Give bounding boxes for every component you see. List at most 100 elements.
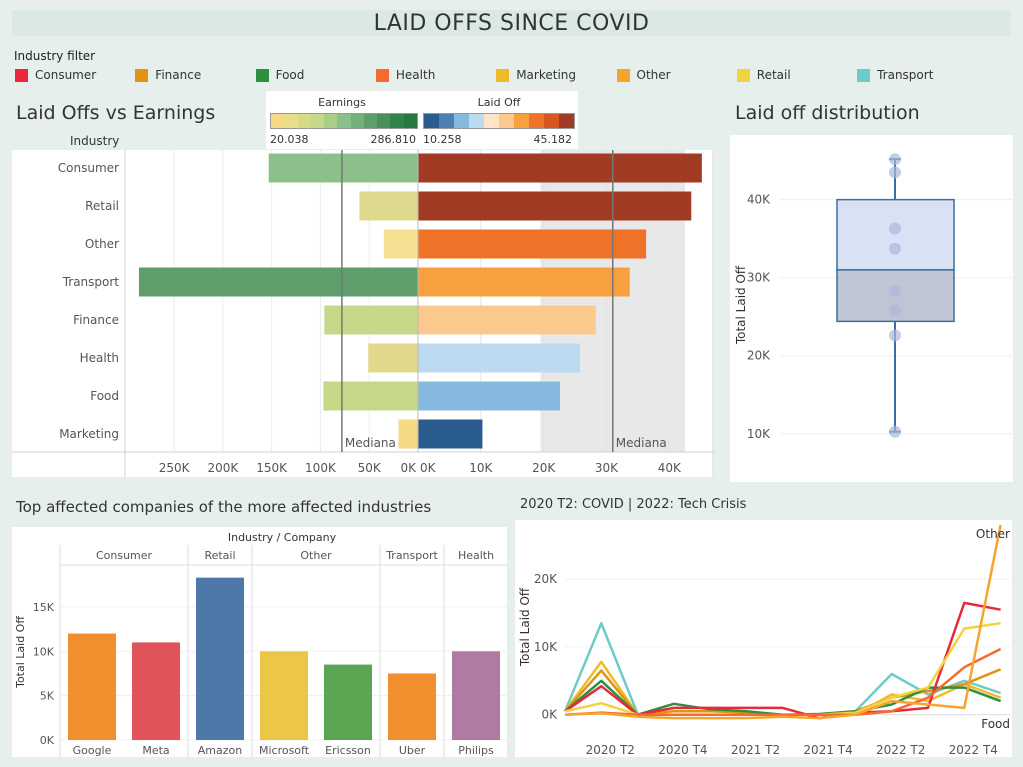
earnings-legend-title: Earnings bbox=[266, 96, 418, 109]
earnings-ramp-step bbox=[364, 114, 377, 128]
companies-tick-label: 0K bbox=[40, 734, 55, 747]
laidoff-bar bbox=[418, 268, 630, 297]
filter-item-food[interactable]: Food bbox=[256, 68, 305, 82]
earnings-tick-label: 100K bbox=[305, 461, 337, 475]
earnings-bar bbox=[324, 306, 418, 335]
industry-group-label: Other bbox=[300, 549, 332, 562]
earnings-legend-min: 20.038 bbox=[270, 133, 309, 146]
earnings-ramp-step bbox=[377, 114, 390, 128]
boxplot-point bbox=[889, 329, 901, 341]
industry-label: Health bbox=[80, 351, 119, 365]
company-bar bbox=[68, 634, 116, 740]
company-label: Ericsson bbox=[325, 744, 371, 757]
companies-chart-title: Top affected companies of the more affec… bbox=[16, 498, 431, 516]
filter-item-other[interactable]: Other bbox=[617, 68, 671, 82]
company-label: Meta bbox=[142, 744, 169, 757]
filter-item-health[interactable]: Health bbox=[376, 68, 435, 82]
filter-label: Transport bbox=[877, 68, 933, 82]
filter-label: Retail bbox=[757, 68, 791, 82]
filter-item-marketing[interactable]: Marketing bbox=[496, 68, 576, 82]
boxplot-tick-label: 40K bbox=[747, 193, 771, 207]
laidoff-ramp-step bbox=[544, 114, 559, 128]
boxplot-point bbox=[889, 153, 901, 165]
filter-label: Finance bbox=[155, 68, 201, 82]
filter-swatch bbox=[256, 69, 269, 82]
filter-item-consumer[interactable]: Consumer bbox=[15, 68, 96, 82]
filter-swatch bbox=[857, 69, 870, 82]
timeline-x-tick-label: 2020 T4 bbox=[658, 743, 707, 757]
laidoff-bar bbox=[418, 420, 482, 449]
earnings-bar bbox=[384, 230, 418, 259]
boxplot-point bbox=[889, 166, 901, 178]
earnings-bar bbox=[139, 268, 418, 297]
industry-label: Food bbox=[90, 389, 119, 403]
boxplot-point bbox=[889, 223, 901, 235]
laidoff-ramp-step bbox=[559, 114, 574, 128]
earnings-tick-label: 50K bbox=[358, 461, 382, 475]
laidoff-bar bbox=[418, 230, 646, 259]
earnings-ramp-step bbox=[311, 114, 324, 128]
boxplot-point bbox=[889, 426, 901, 438]
company-bar bbox=[324, 665, 372, 740]
laidoff-tick-label: 20K bbox=[532, 461, 556, 475]
timeline-line-transport bbox=[565, 623, 1001, 715]
timeline-x-tick-label: 2021 T2 bbox=[731, 743, 780, 757]
boxplot-chart: 10K 20K 30K 40K Total Laid Off bbox=[730, 135, 1013, 482]
companies-tick-label: 15K bbox=[33, 601, 55, 614]
laidoff-legend-title: Laid Off bbox=[422, 96, 576, 109]
laidoff-bar bbox=[418, 154, 702, 183]
filter-label: Food bbox=[276, 68, 305, 82]
timeline-x-tick-label: 2020 T2 bbox=[586, 743, 635, 757]
industry-label: Marketing bbox=[59, 427, 119, 441]
filter-item-transport[interactable]: Transport bbox=[857, 68, 933, 82]
laidoff-ramp-step bbox=[424, 114, 439, 128]
filter-label: Consumer bbox=[35, 68, 96, 82]
earnings-ramp-step bbox=[351, 114, 364, 128]
company-bar bbox=[260, 651, 308, 740]
laidoff-legend-max: 45.182 bbox=[502, 133, 572, 146]
laidoff-color-ramp bbox=[423, 113, 575, 129]
timeline-x-tick-label: 2021 T4 bbox=[803, 743, 852, 757]
laidoff-ramp-step bbox=[499, 114, 514, 128]
boxplot-tick-label: 10K bbox=[747, 427, 771, 441]
earnings-color-ramp bbox=[270, 113, 418, 129]
company-bar bbox=[388, 673, 436, 740]
earnings-ramp-step bbox=[390, 114, 403, 128]
company-label: Google bbox=[73, 744, 112, 757]
earnings-ramp-step bbox=[337, 114, 350, 128]
company-bar bbox=[132, 642, 180, 740]
industry-column-header: Industry bbox=[70, 134, 119, 148]
company-bar bbox=[196, 578, 244, 740]
boxplot-point bbox=[889, 304, 901, 316]
filter-label: Marketing bbox=[516, 68, 576, 82]
filter-swatch bbox=[135, 69, 148, 82]
industry-label: Finance bbox=[73, 313, 119, 327]
filter-item-finance[interactable]: Finance bbox=[135, 68, 201, 82]
industry-filter-title: Industry filter bbox=[14, 49, 95, 63]
company-label: Microsoft bbox=[259, 744, 310, 757]
earnings-legend-max: 286.810 bbox=[346, 133, 416, 146]
laidoff-ramp-step bbox=[514, 114, 529, 128]
boxplot-y-label: Total Laid Off bbox=[734, 265, 748, 345]
company-label: Amazon bbox=[198, 744, 242, 757]
companies-header: Industry / Company bbox=[228, 531, 337, 544]
timeline-tick-label: 20K bbox=[534, 572, 558, 586]
laidoff-tick-label: 0K bbox=[420, 461, 437, 475]
industry-group-label: Health bbox=[458, 549, 494, 562]
timeline-chart: 0K10K20KTotal Laid Off2020 T2 2020 T4 2021… bbox=[515, 520, 1012, 757]
page-title: LAID OFFS SINCE COVID bbox=[12, 10, 1011, 36]
laidoff-tick-label: 30K bbox=[595, 461, 619, 475]
earnings-ramp-step bbox=[298, 114, 311, 128]
laidoff-bar bbox=[418, 192, 691, 221]
filter-item-retail[interactable]: Retail bbox=[737, 68, 791, 82]
laidoff-bar bbox=[418, 344, 580, 373]
earnings-bar bbox=[398, 420, 418, 449]
earnings-tick-label: 200K bbox=[207, 461, 239, 475]
industry-group-label: Transport bbox=[385, 549, 438, 562]
boxplot-tick-label: 20K bbox=[747, 349, 771, 363]
earnings-median-label: Mediana bbox=[345, 436, 396, 450]
laidoff-ramp-step bbox=[529, 114, 544, 128]
filter-swatch bbox=[617, 69, 630, 82]
timeline-end-label: Other bbox=[976, 527, 1010, 541]
filter-swatch bbox=[496, 69, 509, 82]
